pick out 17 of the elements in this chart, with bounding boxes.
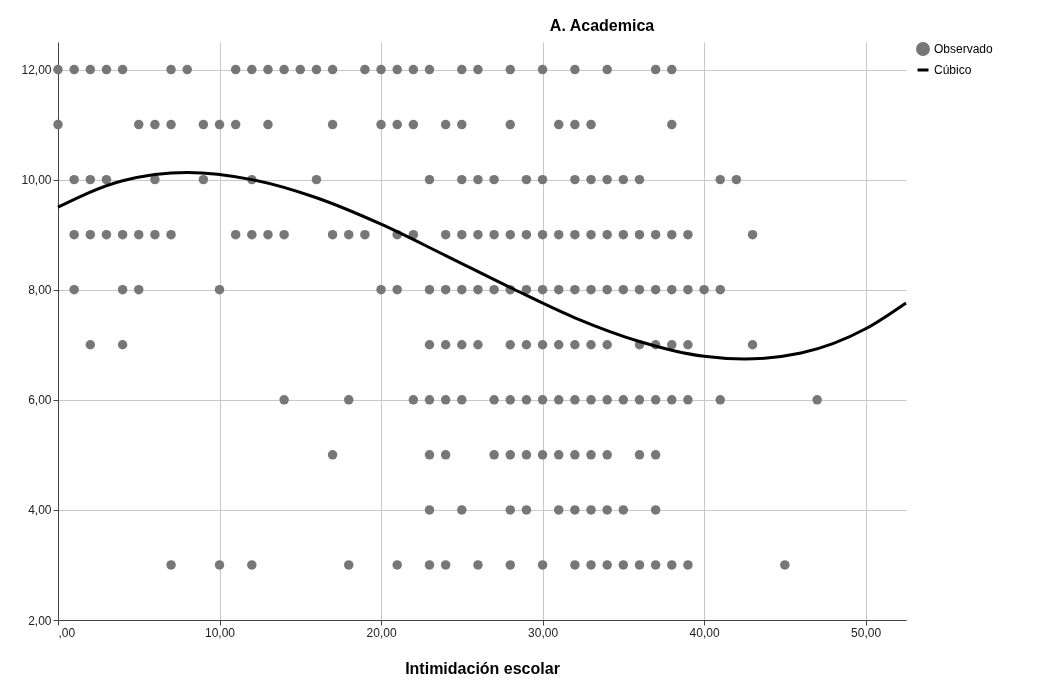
x-tick-label: 20,00 <box>366 625 397 640</box>
legend-label: Cúbico <box>934 63 972 77</box>
y-tick-label: 8,00 <box>28 283 52 298</box>
y-tick-label: 10,00 <box>21 173 52 188</box>
x-tick-label: 40,00 <box>689 625 720 640</box>
y-tick-label: 6,00 <box>28 393 52 408</box>
legend-label: Observado <box>934 42 994 56</box>
y-tick-label: 2,00 <box>28 613 52 628</box>
x-tick-label: 30,00 <box>528 625 559 640</box>
x-tick-label: 10,00 <box>205 625 236 640</box>
line-series <box>56 170 908 361</box>
x-axis-title: Intimidación escolar <box>405 659 560 677</box>
x-tick-label: ,00 <box>58 625 76 640</box>
y-tick-label: 12,00 <box>21 63 52 78</box>
y-tick-label: 4,00 <box>28 503 52 518</box>
x-tick-label: 50,00 <box>851 625 882 640</box>
chart-title: A. Academica <box>549 17 655 34</box>
